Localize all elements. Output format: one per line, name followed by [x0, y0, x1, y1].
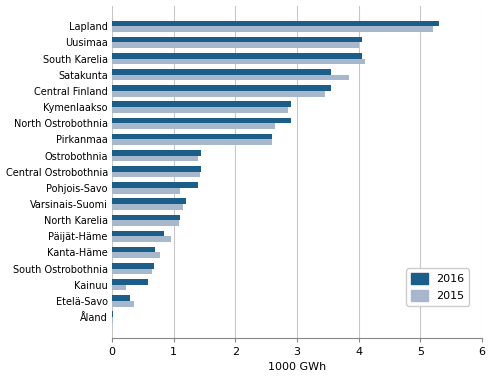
- Bar: [112, 101, 291, 107]
- Bar: [112, 188, 180, 194]
- Bar: [112, 172, 199, 177]
- Bar: [112, 166, 201, 172]
- Bar: [112, 91, 325, 97]
- Bar: [112, 317, 113, 323]
- Bar: [112, 231, 164, 236]
- Bar: [112, 75, 350, 81]
- Legend: 2016, 2015: 2016, 2015: [407, 268, 469, 306]
- Bar: [112, 215, 180, 220]
- Bar: [112, 269, 152, 274]
- Bar: [112, 107, 288, 113]
- Bar: [112, 118, 291, 123]
- Bar: [112, 150, 201, 156]
- Bar: [112, 285, 126, 290]
- Bar: [112, 247, 155, 253]
- Bar: [112, 295, 131, 301]
- Bar: [112, 311, 113, 317]
- Bar: [112, 134, 273, 139]
- Bar: [112, 37, 362, 42]
- Bar: [112, 69, 331, 75]
- Bar: [112, 156, 198, 161]
- Bar: [112, 220, 179, 226]
- Bar: [112, 253, 160, 258]
- X-axis label: 1000 GWh: 1000 GWh: [268, 363, 326, 372]
- Bar: [112, 139, 273, 145]
- Bar: [112, 59, 365, 64]
- Bar: [112, 279, 148, 285]
- Bar: [112, 198, 186, 204]
- Bar: [112, 21, 439, 26]
- Bar: [112, 85, 331, 91]
- Bar: [112, 53, 362, 59]
- Bar: [112, 42, 358, 48]
- Bar: [112, 263, 154, 269]
- Bar: [112, 123, 275, 129]
- Bar: [112, 236, 170, 242]
- Bar: [112, 204, 183, 210]
- Bar: [112, 182, 198, 188]
- Bar: [112, 26, 433, 32]
- Bar: [112, 301, 134, 307]
